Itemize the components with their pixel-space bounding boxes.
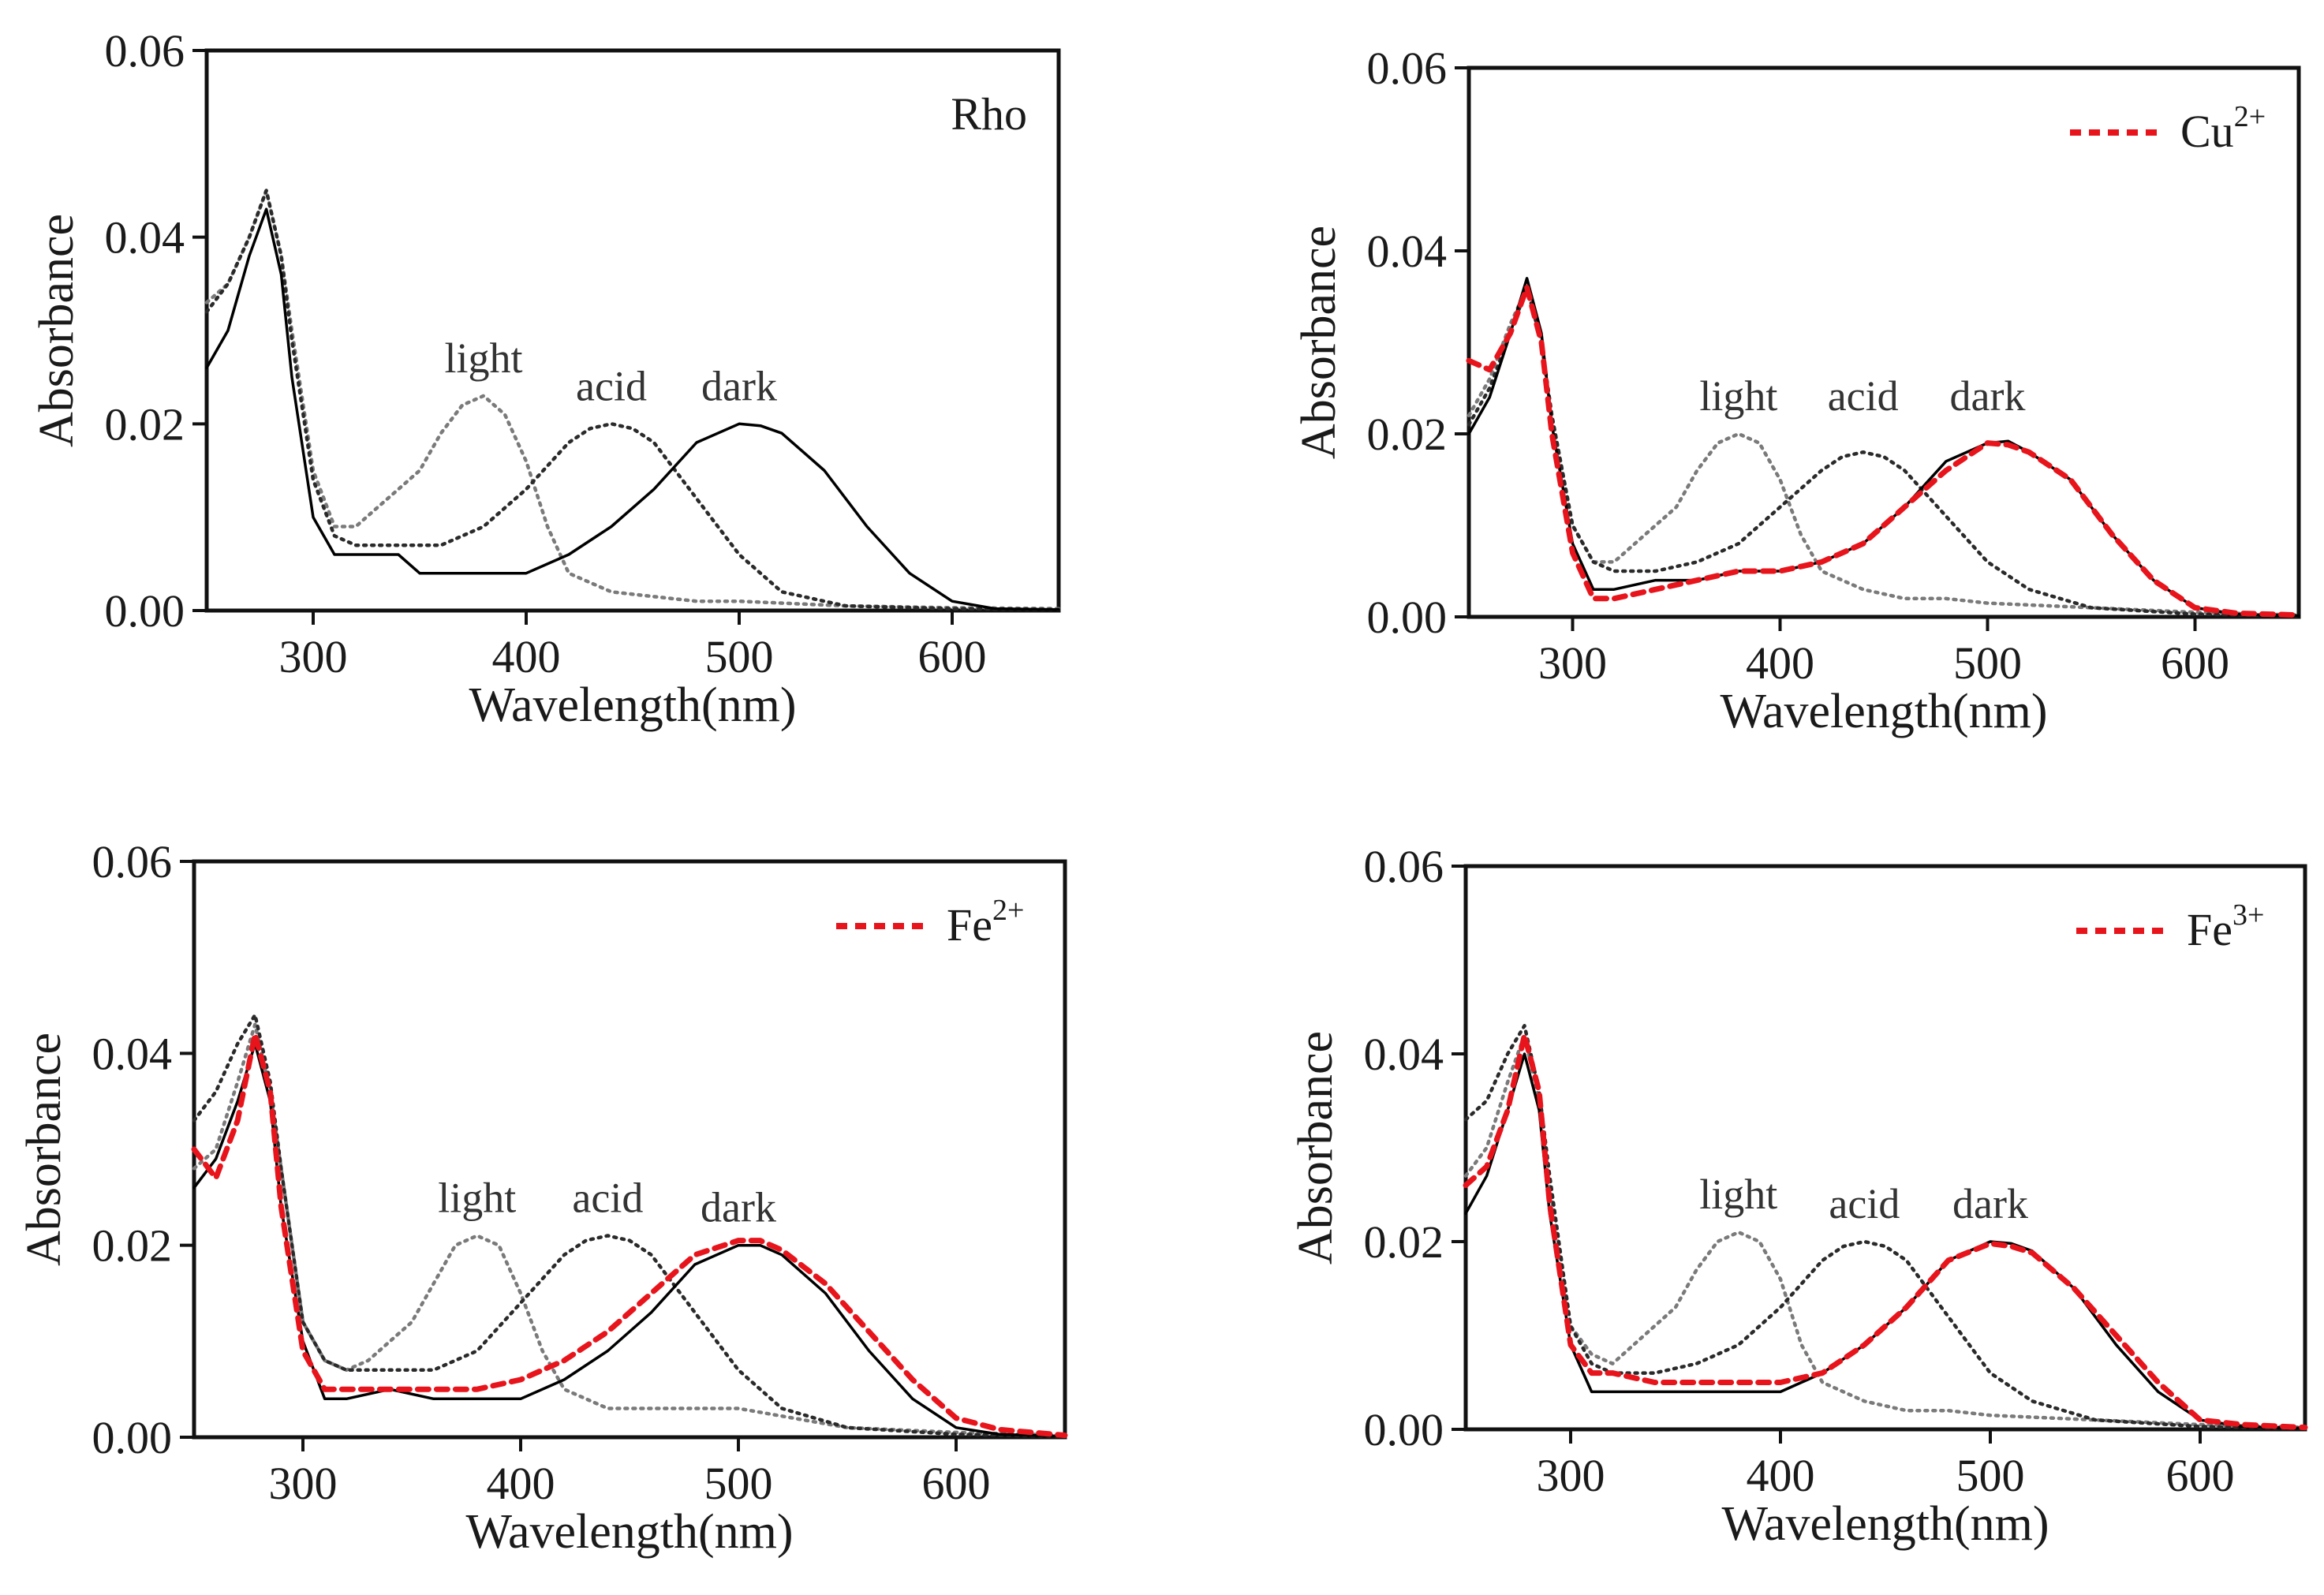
- y-axis-title: Absorbance: [17, 1033, 71, 1266]
- x-tick-label: 600: [922, 1458, 991, 1509]
- peak-label-acid: acid: [572, 1175, 643, 1222]
- series-line-cu2-: [1466, 284, 2302, 618]
- x-tick-label: 500: [1956, 1450, 2025, 1501]
- x-tick-label: 500: [704, 1458, 773, 1509]
- series-line-light: [1467, 286, 2301, 617]
- x-tick-label: 600: [2161, 637, 2229, 689]
- chart-panel-bottom-right: 300 400 500 600 0.00 0.02 0.04 0.06 Wavelength(n…: [1289, 841, 2308, 1551]
- legend-label-superscript: 2+: [2234, 100, 2266, 133]
- y-axis-title: Absorbance: [1292, 226, 1346, 459]
- legend-label-superscript: 2+: [992, 894, 1024, 927]
- legend-label: Fe2+: [947, 894, 1024, 951]
- y-tick-label: 0.04: [92, 1028, 173, 1079]
- series-line-fe3-: [1463, 1032, 2308, 1431]
- y-tick-label: 0.00: [92, 1412, 173, 1463]
- y-axis-title: Absorbance: [1289, 1031, 1343, 1264]
- y-tick-label: 0.00: [1364, 1404, 1444, 1455]
- legend-label: Fe3+: [2187, 898, 2264, 955]
- y-tick-label: 0.06: [1367, 43, 1448, 94]
- chart-panel-bottom-left: 300 400 500 600 0.00 0.02 0.04 0.06 Wavelength(n…: [17, 836, 1068, 1559]
- peak-label-dark: dark: [701, 362, 777, 409]
- legend-label-text: Fe: [2187, 904, 2232, 955]
- x-tick-label: 400: [492, 631, 561, 682]
- y-tick-label: 0.04: [1364, 1029, 1444, 1080]
- x-axis-title: Wavelength(nm): [465, 1505, 793, 1559]
- plot-frame: [1467, 65, 2301, 619]
- y-axis-title: Absorbance: [30, 214, 84, 447]
- legend-label: Rho: [951, 88, 1027, 140]
- series-line-fe2-: [191, 1031, 1068, 1439]
- peak-label-light: light: [1699, 372, 1777, 420]
- x-tick-label: 400: [1747, 1450, 1815, 1501]
- peak-label-acid: acid: [1829, 1180, 1900, 1227]
- plot-frame: [192, 859, 1067, 1440]
- peak-label-acid: acid: [1828, 372, 1899, 420]
- plot-frame: [204, 48, 1061, 613]
- x-tick-label: 600: [918, 631, 987, 682]
- x-tick-label: 400: [487, 1458, 555, 1509]
- y-tick-label: 0.00: [1367, 592, 1448, 643]
- y-tick-label: 0.06: [105, 25, 185, 77]
- peak-label-light: light: [444, 334, 522, 382]
- y-tick-label: 0.06: [1364, 841, 1444, 892]
- x-axis-title: Wavelength(nm): [1720, 685, 2047, 738]
- legend-label: Cu2+: [2180, 100, 2266, 157]
- y-tick-label: 0.04: [105, 212, 185, 263]
- y-tick-label: 0.00: [105, 585, 185, 637]
- x-tick-label: 400: [1746, 637, 1814, 689]
- x-tick-label: 300: [279, 631, 348, 682]
- x-tick-label: 600: [2166, 1450, 2235, 1501]
- x-axis-title: Wavelength(nm): [1721, 1497, 2049, 1551]
- x-tick-label: 300: [1537, 1450, 1605, 1501]
- y-tick-label: 0.02: [1364, 1216, 1444, 1268]
- series-line-acid: [192, 1013, 1067, 1439]
- y-tick-label: 0.04: [1367, 226, 1448, 277]
- y-tick-label: 0.06: [92, 836, 173, 887]
- legend-label-text: Cu: [2180, 106, 2234, 157]
- series-line-acid: [1467, 286, 2301, 618]
- x-tick-label: 500: [1953, 637, 2022, 689]
- x-tick-label: 300: [1538, 637, 1607, 689]
- peak-label-dark: dark: [1952, 1180, 2028, 1227]
- y-tick-label: 0.02: [1367, 409, 1448, 460]
- peak-label-acid: acid: [576, 362, 647, 409]
- x-tick-label: 300: [269, 1458, 338, 1509]
- series-line-acid: [204, 189, 1061, 612]
- chart-panel-top-left: 300 400 500 600 0.00 0.02 0.04 0.06 Wavelength(n…: [30, 25, 1061, 732]
- y-tick-label: 0.02: [105, 398, 185, 450]
- series-line-dark: [205, 207, 1060, 611]
- series-line-light: [192, 1022, 1067, 1437]
- series-line-dark: [1467, 277, 2300, 618]
- x-axis-title: Wavelength(nm): [469, 678, 796, 732]
- peak-label-light: light: [438, 1175, 516, 1222]
- peak-label-light: light: [1699, 1171, 1777, 1218]
- legend-label-text: Fe: [947, 899, 992, 951]
- y-tick-label: 0.02: [92, 1220, 173, 1272]
- x-tick-label: 500: [705, 631, 774, 682]
- legend-label-text: Rho: [951, 88, 1027, 140]
- legend-label-superscript: 3+: [2232, 898, 2264, 932]
- peak-label-dark: dark: [1950, 372, 2026, 420]
- peak-label-dark: dark: [701, 1184, 776, 1231]
- chart-panel-top-right: 300 400 500 600 0.00 0.02 0.04 0.06 Wavelength(n…: [1292, 43, 2302, 738]
- plot-frame: [1463, 864, 2307, 1432]
